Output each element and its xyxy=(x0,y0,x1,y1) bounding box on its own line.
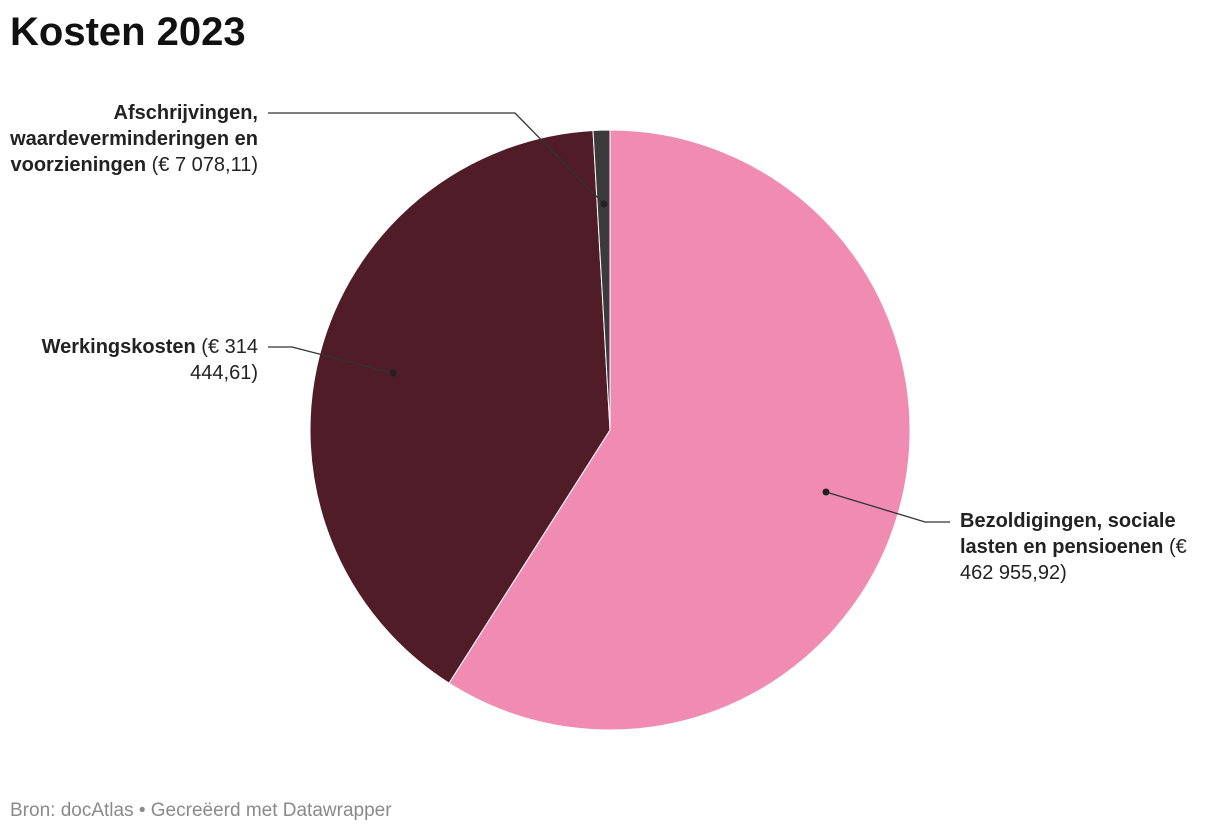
slice-label: Bezoldigingen, sociale lasten en pensioe… xyxy=(960,508,1210,586)
slice-label: Werkingskosten (€ 314 444,61) xyxy=(8,334,258,386)
value-label: (€ 7 078,11) xyxy=(151,154,258,176)
leader-dot xyxy=(600,200,608,208)
category-label: Werkingskosten xyxy=(41,336,196,358)
leader-dot xyxy=(389,369,397,377)
leader-dot xyxy=(822,488,830,496)
value-label: (€ 314 444,61) xyxy=(190,336,258,384)
leader-line xyxy=(825,491,950,523)
category-label: Bezoldigingen, sociale lasten en pensioe… xyxy=(960,510,1176,558)
leader-line xyxy=(268,346,394,374)
value-label: (€ 462 955,92) xyxy=(960,536,1187,584)
category-label: Afschrijvingen, waardeverminderingen en … xyxy=(10,102,258,176)
leader-line xyxy=(268,112,605,205)
source-note: Bron: docAtlas • Gecreëerd met Datawrapp… xyxy=(10,800,392,821)
slice-label: Afschrijvingen, waardeverminderingen en … xyxy=(0,100,258,178)
chart-title: Kosten 2023 xyxy=(10,10,246,54)
